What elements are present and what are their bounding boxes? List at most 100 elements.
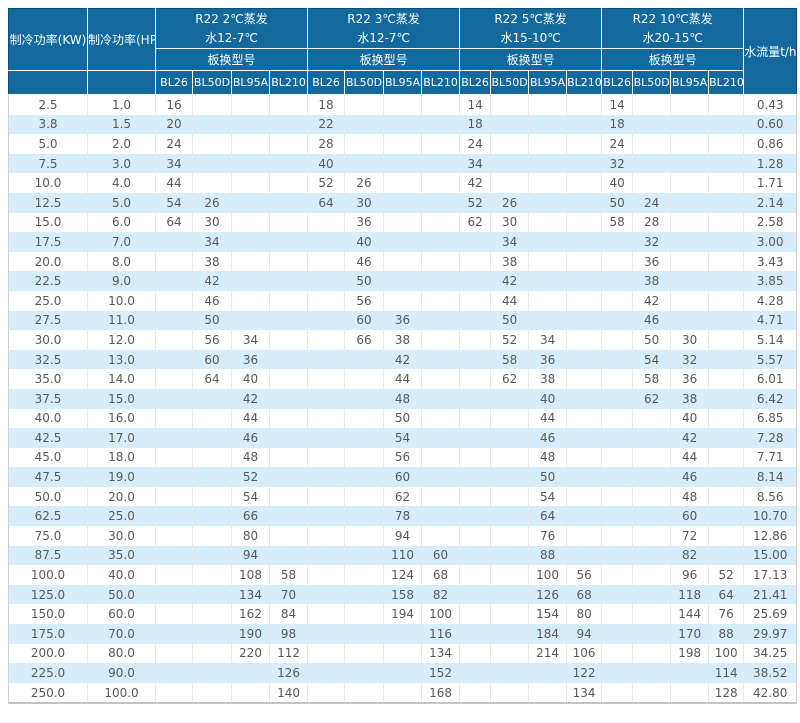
cell-plate-count: 68 <box>566 584 603 605</box>
table-row: 47.5 19.0 52 60 50 46 8.14 <box>8 467 798 487</box>
cell-plate-count <box>421 369 461 389</box>
cell-plate-count: 24 <box>632 192 672 213</box>
cell-plate-count <box>670 153 710 174</box>
cell-plate-count <box>231 232 270 252</box>
cell-plate-count <box>421 526 461 546</box>
model-header: BL26 <box>307 70 346 95</box>
table-row: 225.0 90.0 126 152 122 114 38.52 <box>8 663 798 683</box>
cell-plate-count <box>566 545 603 566</box>
cell-plate-count <box>344 486 385 507</box>
cell-water-flow: 6.42 <box>743 388 798 409</box>
cell-plate-count: 46 <box>344 251 385 272</box>
cell-cooling-hp: 8.0 <box>87 251 156 272</box>
cell-plate-count: 134 <box>421 643 461 664</box>
cell-plate-count: 36 <box>344 212 385 233</box>
cell-cooling-hp: 17.0 <box>87 428 156 448</box>
cell-plate-count <box>192 486 232 507</box>
cell-plate-count <box>421 94 461 115</box>
cell-water-flow: 2.58 <box>743 212 798 233</box>
cell-cooling-hp: 18.0 <box>87 447 156 468</box>
cell-plate-count <box>421 173 461 193</box>
cell-plate-count <box>192 545 232 566</box>
cell-plate-count <box>192 584 232 605</box>
cell-plate-count <box>231 114 270 135</box>
cell-plate-count <box>490 114 530 135</box>
cell-plate-count <box>155 271 193 291</box>
cell-plate-count <box>670 232 710 252</box>
cell-water-flow: 8.14 <box>743 467 798 487</box>
cell-plate-count: 24 <box>459 134 492 154</box>
cell-water-flow: 25.69 <box>743 604 798 625</box>
cell-plate-count <box>708 192 745 213</box>
cell-plate-count <box>670 663 710 683</box>
cell-plate-count: 38 <box>632 271 672 291</box>
table-row: 40.0 16.0 44 50 44 40 6.85 <box>8 408 798 429</box>
cell-plate-count <box>632 114 672 135</box>
cell-plate-count <box>383 251 423 272</box>
cell-plate-count: 84 <box>269 604 309 625</box>
cell-plate-count <box>528 173 568 193</box>
table-row: 32.5 13.0 60 36 42 58 36 54 32 5.57 <box>8 349 798 370</box>
cell-plate-count: 158 <box>383 584 423 605</box>
hp-header-spacer <box>87 70 156 95</box>
cell-plate-count: 60 <box>344 310 385 331</box>
cell-plate-count <box>708 290 745 311</box>
cell-plate-count <box>528 663 568 683</box>
cell-plate-count <box>601 624 634 644</box>
cell-plate-count <box>459 565 492 585</box>
cell-plate-count: 36 <box>383 310 423 331</box>
cell-plate-count <box>459 251 492 272</box>
cell-cooling-kw: 250.0 <box>8 682 88 704</box>
cell-plate-count <box>383 153 423 174</box>
cell-water-flow: 1.28 <box>743 153 798 174</box>
cell-cooling-kw: 62.5 <box>8 506 88 527</box>
cell-plate-count: 30 <box>490 212 530 233</box>
cell-plate-count <box>307 565 346 585</box>
cell-water-flow: 15.00 <box>743 545 798 566</box>
cell-plate-count <box>155 506 193 527</box>
cell-plate-count <box>192 643 232 664</box>
cell-plate-count: 64 <box>192 369 232 389</box>
cell-plate-count: 126 <box>528 584 568 605</box>
cell-plate-count <box>231 310 270 331</box>
cell-water-flow: 7.28 <box>743 428 798 448</box>
cell-plate-count <box>269 486 309 507</box>
cell-plate-count <box>344 565 385 585</box>
cell-plate-count: 44 <box>383 369 423 389</box>
cell-plate-count <box>670 173 710 193</box>
table-row: 5.0 2.0 24 28 24 24 0.86 <box>8 134 798 154</box>
cell-plate-count <box>421 271 461 291</box>
cell-plate-count <box>192 134 232 154</box>
cell-plate-count <box>155 604 193 625</box>
cell-plate-count: 54 <box>528 486 568 507</box>
cell-plate-count <box>269 251 309 272</box>
cell-cooling-hp: 70.0 <box>87 624 156 644</box>
cell-plate-count <box>670 94 710 115</box>
cell-plate-count <box>601 408 634 429</box>
cell-plate-count <box>155 447 193 468</box>
cell-plate-count <box>269 232 309 252</box>
cell-cooling-kw: 37.5 <box>8 388 88 409</box>
cell-plate-count: 52 <box>459 192 492 213</box>
model-header: BL210 <box>566 70 603 95</box>
cell-plate-count <box>670 134 710 154</box>
cell-plate-count <box>566 114 603 135</box>
cell-plate-count <box>421 251 461 272</box>
cell-plate-count: 60 <box>670 506 710 527</box>
cell-cooling-hp: 80.0 <box>87 643 156 664</box>
cell-plate-count <box>632 604 672 625</box>
cell-plate-count: 46 <box>528 428 568 448</box>
model-header: BL26 <box>459 70 492 95</box>
cell-cooling-kw: 40.0 <box>8 408 88 429</box>
cell-plate-count <box>269 388 309 409</box>
cell-water-flow: 34.25 <box>743 643 798 664</box>
cell-plate-count <box>231 94 270 115</box>
cell-plate-count <box>566 251 603 272</box>
cell-plate-count <box>490 545 530 566</box>
cell-cooling-hp: 50.0 <box>87 584 156 605</box>
cell-plate-count <box>383 290 423 311</box>
cell-plate-count: 46 <box>670 467 710 487</box>
cell-plate-count <box>670 310 710 331</box>
cell-plate-count <box>566 349 603 370</box>
cell-cooling-hp: 1.0 <box>87 94 156 115</box>
